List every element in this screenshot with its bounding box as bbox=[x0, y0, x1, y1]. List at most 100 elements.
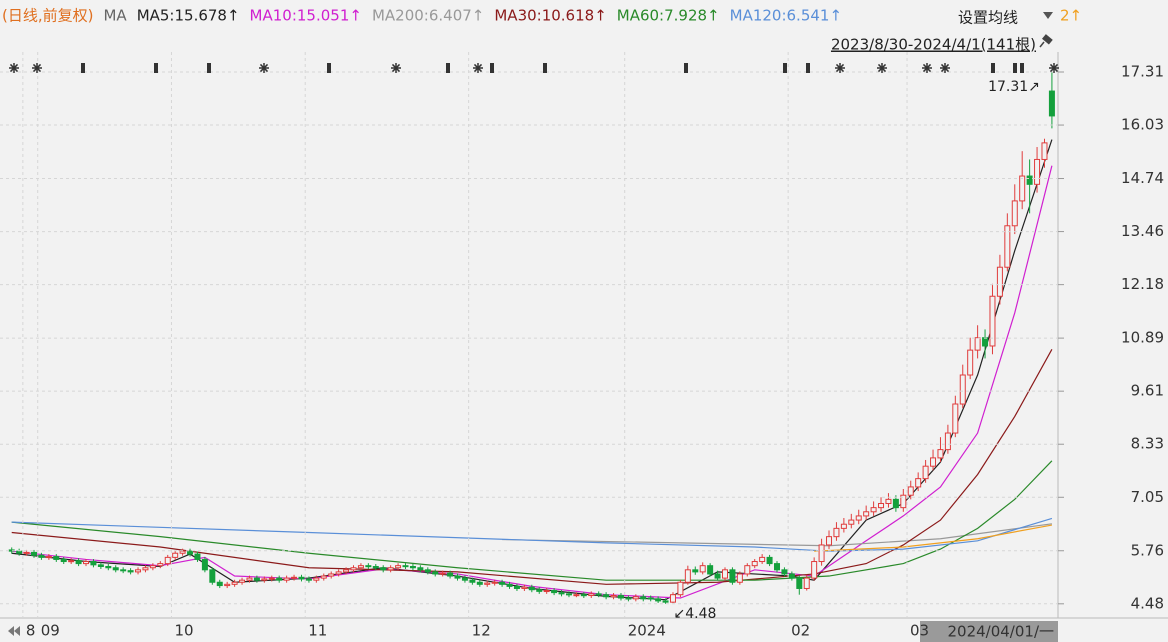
candle-body bbox=[491, 581, 498, 584]
candle-body bbox=[320, 575, 327, 579]
candle-body bbox=[142, 567, 149, 571]
candle-body bbox=[343, 569, 350, 573]
candle-body bbox=[127, 570, 134, 573]
candle-body bbox=[201, 558, 208, 571]
candle-body bbox=[863, 511, 870, 517]
candle-body bbox=[714, 573, 721, 579]
candle-body bbox=[157, 563, 164, 567]
event-marker bbox=[783, 63, 787, 73]
candle-body bbox=[565, 593, 572, 596]
y-tick-label: 13.46 bbox=[1121, 222, 1164, 240]
candle-body bbox=[60, 558, 67, 563]
candle-body bbox=[417, 567, 424, 571]
x-tick-label: 11 bbox=[308, 622, 327, 640]
candle-body bbox=[588, 593, 595, 597]
candle-body bbox=[826, 536, 833, 546]
candle-body bbox=[499, 581, 506, 585]
candle-body bbox=[996, 266, 1003, 297]
event-marker bbox=[81, 63, 85, 73]
candle-body bbox=[409, 566, 416, 569]
candle-body bbox=[164, 556, 171, 565]
candle-body bbox=[892, 498, 899, 509]
x-tick-label: 10 bbox=[174, 622, 193, 640]
candle-body bbox=[454, 575, 461, 579]
candle-body bbox=[974, 337, 981, 351]
candle-body bbox=[870, 507, 877, 513]
candle-body bbox=[781, 569, 788, 575]
range-label: 2023/8/30-2024/4/1(141根) bbox=[831, 36, 1036, 54]
pin-icon[interactable] bbox=[1039, 34, 1053, 48]
settings-button[interactable]: 设置均线 bbox=[958, 9, 1018, 27]
candle-body bbox=[788, 573, 795, 579]
candle-body bbox=[617, 595, 624, 599]
candle-body bbox=[283, 577, 290, 581]
candle-body bbox=[840, 523, 847, 529]
candle-body bbox=[521, 586, 528, 589]
x-tick-label: 8 bbox=[26, 622, 36, 640]
candle-body bbox=[179, 550, 186, 554]
event-marker bbox=[835, 63, 845, 73]
candle-body bbox=[68, 560, 75, 563]
candle-body bbox=[380, 567, 387, 571]
candle-body bbox=[187, 550, 194, 555]
candle-body bbox=[135, 569, 142, 573]
scroll-left[interactable] bbox=[8, 626, 14, 636]
candle-body bbox=[811, 561, 818, 579]
candle-body bbox=[97, 564, 104, 568]
event-marker bbox=[922, 63, 932, 73]
legend-item: MA60:7.928↑ bbox=[617, 7, 720, 25]
y-tick-label: 14.74 bbox=[1121, 169, 1164, 187]
candle-body bbox=[796, 577, 803, 589]
candle-body bbox=[558, 592, 565, 595]
candle-body bbox=[231, 581, 238, 585]
candle-body bbox=[707, 565, 714, 575]
candle-body bbox=[506, 583, 513, 587]
x-tick-label: 2024 bbox=[628, 622, 666, 640]
candle-body bbox=[105, 566, 112, 569]
candle-body bbox=[216, 581, 223, 587]
candle-body bbox=[989, 295, 996, 347]
candle-body bbox=[424, 569, 431, 573]
candle-body bbox=[603, 594, 610, 598]
event-marker bbox=[32, 63, 42, 73]
candle-body bbox=[305, 578, 312, 581]
candle-body bbox=[669, 594, 676, 603]
candle-body bbox=[387, 567, 394, 571]
candle-body bbox=[239, 579, 246, 583]
y-tick-label: 5.76 bbox=[1131, 541, 1164, 559]
event-marker bbox=[327, 63, 331, 73]
candle-body bbox=[632, 596, 639, 600]
candle-body bbox=[75, 560, 82, 565]
candle-body bbox=[818, 544, 825, 563]
candle-body bbox=[31, 551, 38, 556]
event-marker bbox=[446, 63, 450, 73]
candle-body bbox=[83, 561, 90, 565]
y-tick-label: 7.05 bbox=[1131, 488, 1164, 506]
candle-body bbox=[484, 582, 491, 585]
cursor-box bbox=[920, 621, 1058, 642]
candle-body bbox=[112, 567, 119, 571]
candle-body bbox=[120, 569, 127, 572]
event-marker bbox=[9, 63, 19, 73]
candle-body bbox=[365, 565, 372, 568]
candle-body bbox=[982, 337, 989, 347]
candle-body bbox=[328, 573, 335, 577]
scroll-left[interactable] bbox=[14, 626, 20, 636]
candle-body bbox=[1004, 225, 1011, 268]
legend-item: (日线,前复权) bbox=[2, 7, 93, 25]
candle-body bbox=[1048, 90, 1055, 117]
event-marker bbox=[1013, 63, 1017, 73]
dropdown-icon[interactable] bbox=[1043, 12, 1053, 19]
candle-body bbox=[350, 567, 357, 571]
candle-body bbox=[16, 550, 23, 554]
candle-body bbox=[944, 432, 951, 451]
candle-body bbox=[655, 598, 662, 602]
cursor-label: 2024/04/01/一 bbox=[947, 623, 1054, 641]
candle-body bbox=[855, 515, 862, 521]
candle-body bbox=[447, 572, 454, 577]
event-marker bbox=[991, 63, 995, 73]
candle-body bbox=[937, 449, 944, 459]
event-marker-part bbox=[1049, 63, 1059, 73]
y-tick-label: 8.33 bbox=[1131, 435, 1164, 453]
